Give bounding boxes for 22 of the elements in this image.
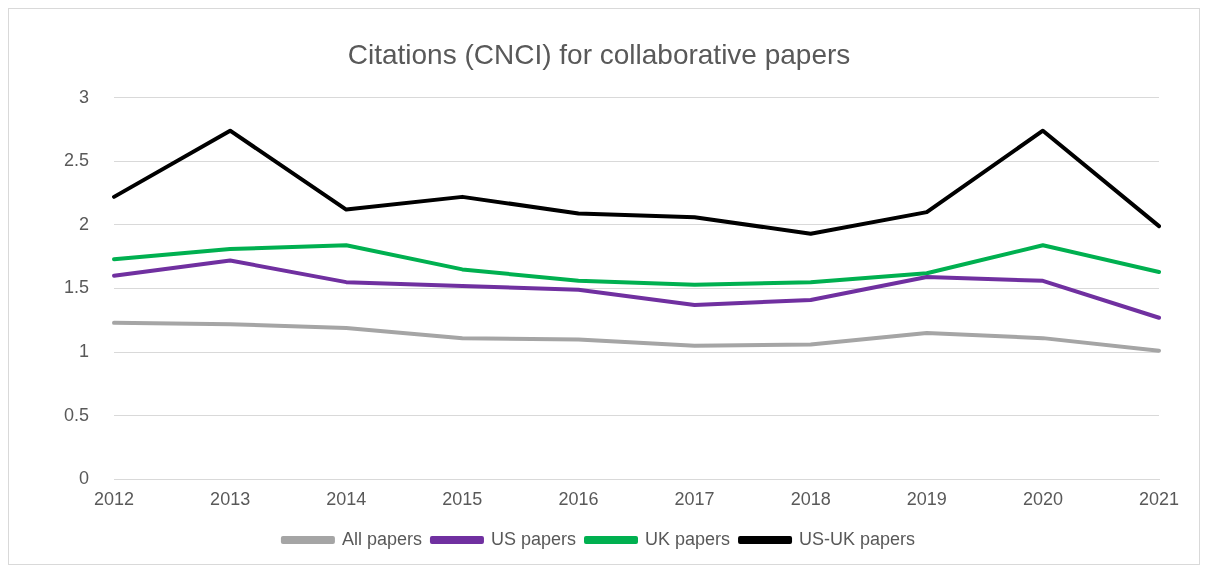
x-tick-label: 2016 [558, 489, 599, 510]
y-tick-label: 0 [79, 468, 90, 489]
legend-label: US papers [490, 528, 576, 549]
y-tick-label: 2 [79, 213, 90, 234]
y-tick-label: 1 [79, 341, 90, 362]
x-tick-label: 2015 [442, 489, 483, 510]
y-tick-label: 2.5 [63, 150, 90, 171]
x-tick-label: 2017 [674, 489, 715, 510]
x-tick-label: 2014 [326, 489, 367, 510]
legend-label: All papers [341, 528, 422, 549]
legend-label: US-UK papers [799, 528, 916, 549]
x-tick-label: 2021 [1138, 489, 1180, 510]
x-tick-label: 2020 [1022, 489, 1063, 510]
chart-title: Citations (CNCI) for collaborative papers [347, 38, 851, 70]
y-tick-label: 0.5 [63, 404, 90, 425]
x-tick-label: 2012 [94, 489, 135, 510]
x-tick-label: 2018 [790, 489, 831, 510]
legend-label: UK papers [645, 528, 731, 549]
x-tick-label: 2019 [906, 489, 947, 510]
y-tick-label: 1.5 [63, 277, 90, 298]
x-tick-label: 2013 [210, 489, 251, 510]
y-tick-label: 3 [79, 86, 90, 107]
